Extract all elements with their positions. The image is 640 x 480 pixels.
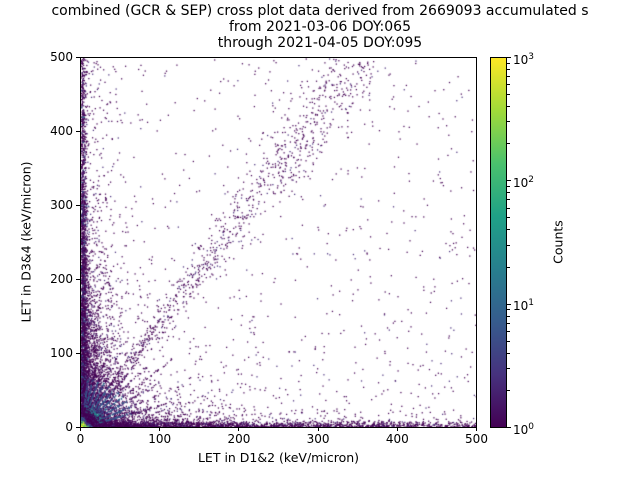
colorbar-tick-label: 101: [513, 298, 535, 314]
colorbar-tick: [507, 180, 511, 182]
x-tick: [159, 427, 161, 431]
colorbar-tick: [507, 303, 511, 305]
x-tick: [317, 427, 319, 431]
colorbar-minor-tick: [507, 340, 510, 342]
chart-title: combined (GCR & SEP) cross plot data der…: [0, 3, 640, 51]
colorbar-minor-tick: [507, 76, 510, 78]
colorbar-label: Counts: [550, 220, 566, 264]
colorbar-tick-label: 100: [513, 421, 535, 437]
colorbar-minor-tick: [507, 121, 510, 123]
colorbar-minor-tick: [507, 315, 510, 317]
colorbar-minor-tick: [507, 62, 510, 64]
colorbar-minor-tick: [507, 331, 510, 333]
title-line-1: combined (GCR & SEP) cross plot data der…: [51, 3, 589, 19]
y-tick: [76, 427, 80, 428]
y-tick-label: 0: [65, 420, 73, 434]
y-axis-label: LET in D3&4 (keV/micron): [18, 161, 34, 323]
y-tick: [76, 353, 80, 354]
y-tick-label: 100: [50, 346, 73, 360]
title-line-3: through 2021-04-05 DOY:095: [217, 35, 423, 51]
colorbar-minor-tick: [507, 68, 510, 70]
colorbar-minor-tick: [507, 309, 510, 311]
y-tick: [76, 279, 80, 280]
colorbar-minor-tick: [507, 185, 510, 187]
colorbar-minor-tick: [507, 352, 510, 354]
x-tick: [80, 427, 81, 431]
y-tick-label: 200: [50, 272, 73, 286]
x-tick-label: 100: [148, 432, 172, 446]
colorbar-minor-tick: [507, 192, 510, 194]
colorbar-minor-tick: [507, 229, 510, 231]
x-axis-label: LET in D1&2 (keV/micron): [197, 450, 360, 465]
colorbar-minor-tick: [507, 217, 510, 219]
x-tick-label: 500: [465, 432, 488, 446]
colorbar: [490, 57, 507, 428]
colorbar-minor-tick: [507, 266, 510, 268]
plot-area: [80, 57, 477, 428]
y-tick: [76, 205, 80, 206]
colorbar-minor-tick: [507, 143, 510, 145]
colorbar-minor-tick: [507, 94, 510, 96]
y-tick-label: 500: [50, 50, 73, 64]
x-tick-label: 200: [227, 432, 251, 446]
y-tick: [76, 57, 80, 58]
colorbar-minor-tick: [507, 322, 510, 324]
colorbar-tick: [507, 427, 511, 428]
colorbar-minor-tick: [507, 84, 510, 86]
x-tick: [238, 427, 240, 431]
colorbar-tick-label: 103: [513, 51, 535, 67]
y-tick: [76, 131, 80, 132]
scatter-canvas: [81, 58, 476, 427]
colorbar-minor-tick: [507, 199, 510, 201]
x-tick-label: 300: [306, 432, 330, 446]
x-tick-label: 0: [76, 432, 85, 446]
colorbar-minor-tick: [507, 368, 510, 370]
x-tick-label: 400: [385, 432, 409, 446]
y-tick-label: 400: [50, 124, 73, 138]
title-line-2: from 2021-03-06 DOY:065: [228, 19, 411, 35]
colorbar-tick-label: 102: [513, 174, 535, 190]
x-tick: [396, 427, 398, 431]
colorbar-minor-tick: [507, 106, 510, 108]
colorbar-minor-tick: [507, 207, 510, 209]
colorbar-minor-tick: [507, 244, 510, 246]
x-tick: [476, 427, 477, 431]
y-tick-label: 300: [50, 198, 73, 212]
colorbar-tick: [507, 57, 511, 58]
colorbar-minor-tick: [507, 389, 510, 391]
